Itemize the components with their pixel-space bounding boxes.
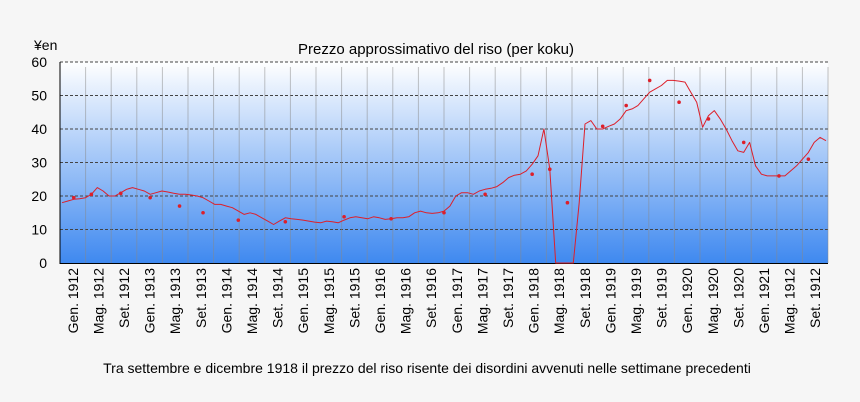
- x-tick-label: Set. 1917: [500, 268, 516, 328]
- x-tick-label: Set. 1915: [346, 268, 362, 328]
- chart-caption: Tra settembre e dicembre 1918 il prezzo …: [103, 360, 751, 376]
- x-tick-label: Gen. 1921: [756, 268, 772, 334]
- x-tick-label: Set. 1919: [654, 268, 670, 328]
- y-tick-label: 10: [31, 222, 47, 238]
- data-point: [118, 191, 123, 196]
- data-point: [624, 103, 628, 108]
- y-axis-label: ¥en: [33, 37, 57, 53]
- x-tick-label: Gen. 1912: [65, 268, 81, 334]
- x-tick-label: Gen. 1914: [218, 268, 234, 334]
- data-point: [547, 167, 552, 171]
- data-point: [442, 210, 446, 215]
- series-group: [61, 78, 827, 264]
- data-point: [706, 117, 711, 121]
- data-point: [71, 195, 76, 200]
- x-tick-label: Gen. 1916: [372, 268, 388, 334]
- x-tick-marks: [85, 67, 829, 263]
- x-tick-label: Mag. 1919: [628, 268, 644, 334]
- data-point: [741, 140, 746, 145]
- data-point: [565, 200, 570, 205]
- data-point: [236, 218, 241, 222]
- x-tick-label: Mag. 1920: [705, 268, 721, 334]
- x-tick-label: Set. 1920: [730, 268, 746, 328]
- data-point: [530, 172, 534, 177]
- x-tick-label: Mag. 1913: [167, 268, 183, 334]
- data-point: [647, 78, 652, 83]
- y-tick-label: 30: [31, 155, 47, 171]
- chart-title: Prezzo approssimativo del riso (per koku…: [298, 41, 574, 58]
- x-tick-label: Mag. 1917: [474, 268, 490, 334]
- y-tick-labels: 0 10 20 30 40 50 60: [31, 54, 47, 271]
- data-point: [283, 219, 288, 224]
- data-point: [483, 192, 487, 197]
- data-point: [600, 124, 605, 129]
- x-tick-label: Gen. 1917: [449, 268, 465, 334]
- y-tick-label: 60: [31, 54, 47, 70]
- x-tick-labels: Gen. 1912 Mag. 1912 Set. 1912 Gen. 1913 Mag.…: [65, 268, 823, 334]
- x-tick-label: Gen. 1919: [602, 268, 618, 334]
- x-tick-label: Mag. 1914: [244, 268, 260, 334]
- y-tick-label: 20: [31, 188, 47, 204]
- x-tick-label: Set. 1912: [116, 268, 132, 328]
- x-tick-label: Set. 1916: [423, 268, 439, 328]
- x-tick-label: Gen. 1920: [679, 268, 695, 334]
- x-tick-label: Set. 1914: [270, 268, 286, 328]
- x-tick-label: Set. 1912: [807, 268, 823, 328]
- x-tick-label: Mag. 1916: [398, 268, 414, 334]
- data-point: [89, 192, 94, 197]
- x-tick-label: Gen. 1915: [295, 268, 311, 334]
- data-point: [342, 214, 346, 219]
- data-point: [806, 157, 811, 161]
- data-point: [777, 174, 781, 178]
- x-tick-label: Set. 1913: [193, 268, 209, 328]
- x-tick-label: Mag. 1912: [90, 268, 106, 334]
- data-point: [389, 216, 393, 221]
- x-tick-label: Gen. 1918: [526, 268, 542, 334]
- y-tick-label: 40: [31, 121, 47, 137]
- x-tick-label: Mag. 1912: [782, 268, 798, 334]
- y-tick-label: 50: [31, 88, 47, 104]
- x-tick-label: Mag. 1915: [321, 268, 337, 334]
- x-tick-label: Set. 1918: [577, 268, 593, 328]
- x-tick-label: Gen. 1913: [142, 268, 158, 334]
- data-point: [148, 195, 152, 200]
- x-tick-label: Mag. 1918: [551, 268, 567, 334]
- data-point: [201, 210, 205, 215]
- y-tick-label: 0: [39, 255, 47, 271]
- data-point: [677, 100, 681, 104]
- data-point: [177, 204, 182, 208]
